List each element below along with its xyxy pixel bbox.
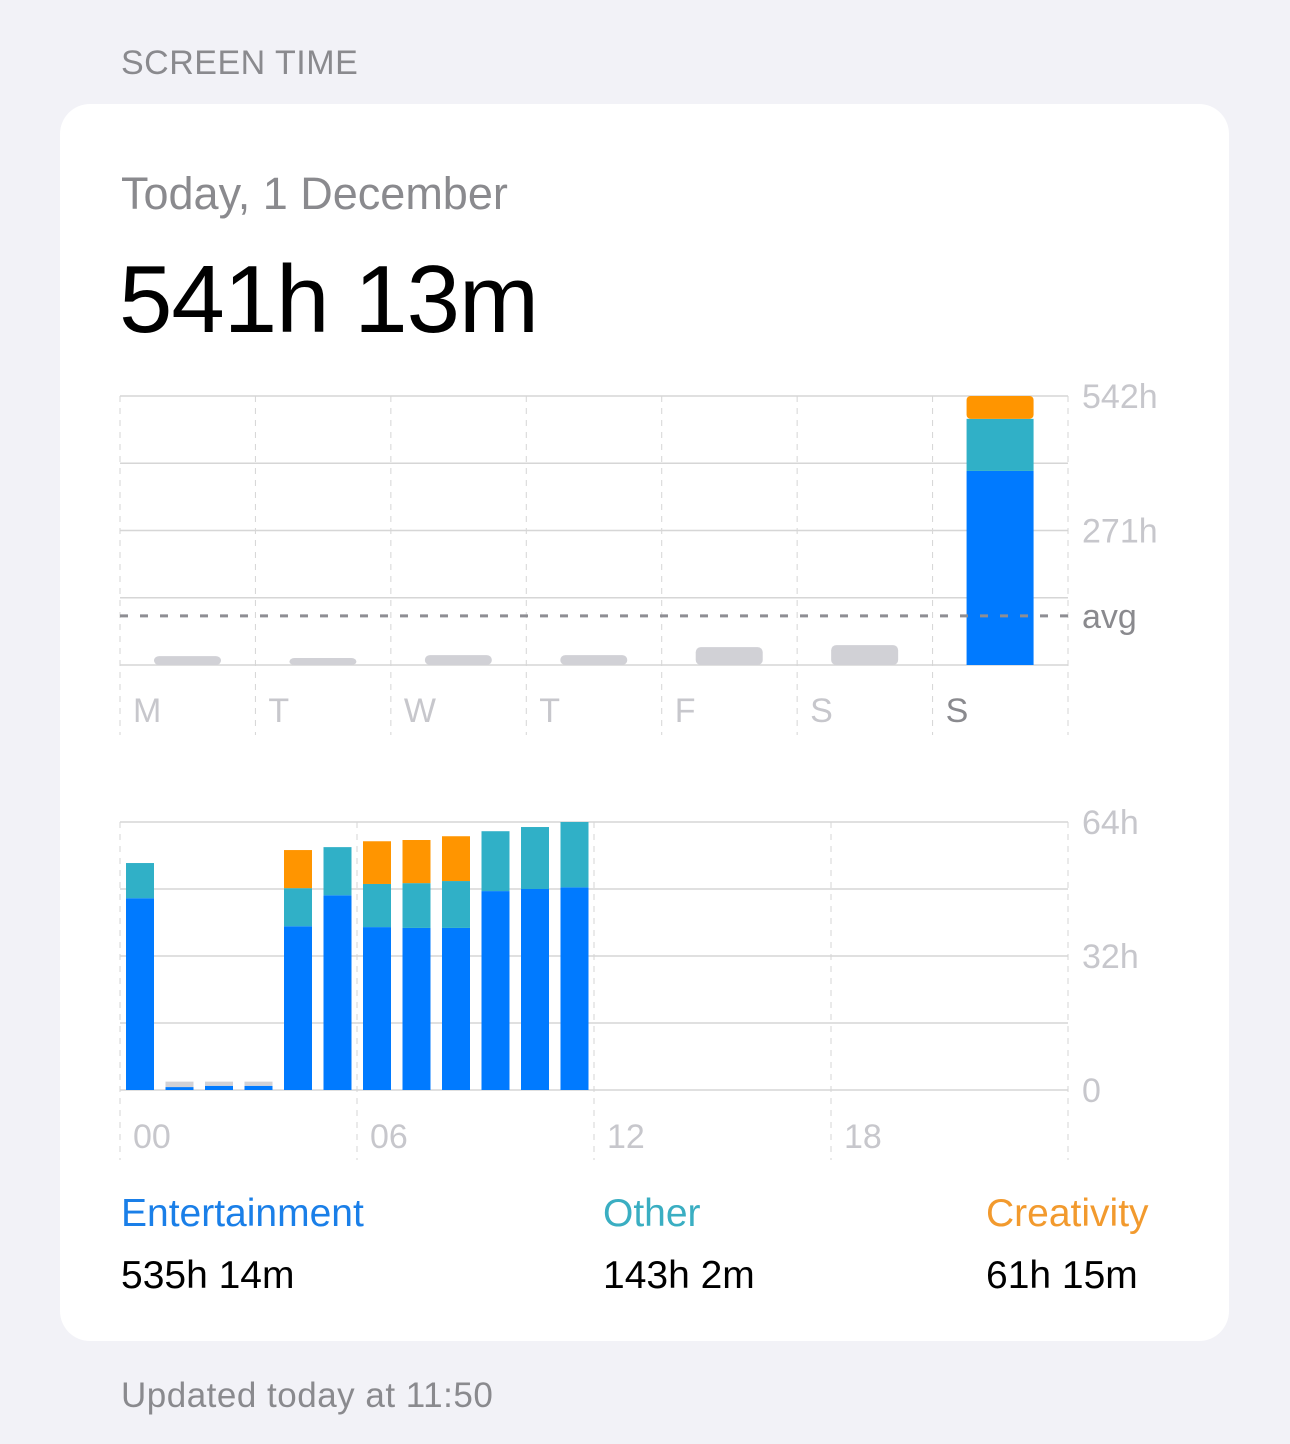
day-label: M [133, 692, 161, 730]
legend-label: Other [603, 1192, 701, 1235]
day-bar-5 [831, 645, 899, 665]
hour-label: 12 [607, 1118, 645, 1156]
day-label: F [675, 692, 696, 730]
hour-bar-other [284, 888, 312, 927]
y-tick-label: 32h [1082, 938, 1139, 976]
hour-bar-other [363, 883, 391, 928]
day-label: W [404, 692, 436, 730]
hour-label: 18 [844, 1118, 882, 1156]
hour-label: 00 [133, 1118, 171, 1156]
hour-bar-entertainment [402, 927, 431, 1090]
hour-bar-creativity [442, 836, 470, 882]
hour-bar-entertainment [284, 926, 312, 1090]
hour-bar-other [402, 883, 431, 928]
day-label: S [810, 692, 833, 730]
legend-label: Creativity [986, 1192, 1149, 1235]
hour-label: 06 [370, 1118, 408, 1156]
hour-bar-inactive [165, 1081, 194, 1088]
date-label: Today, 1 December [121, 168, 508, 219]
hour-bar-other [442, 881, 470, 928]
hour-bar-other [521, 827, 549, 889]
hour-bar-other [481, 831, 510, 892]
day-bar-entertainment [966, 470, 1034, 665]
day-bar-other [966, 418, 1034, 471]
hour-bar-entertainment [521, 889, 549, 1090]
hour-bar-entertainment [363, 927, 391, 1090]
legend-value: 535h 14m [121, 1254, 295, 1297]
y-tick-label: 0 [1082, 1072, 1101, 1110]
legend-value: 61h 15m [986, 1254, 1138, 1297]
day-label: S [946, 692, 969, 730]
hour-bar-entertainment [442, 927, 470, 1090]
total-time: 541h 13m [119, 246, 539, 353]
hour-bar-creativity [402, 840, 431, 884]
hour-bar-inactive [244, 1081, 273, 1086]
day-label: T [539, 692, 560, 730]
hour-bar-entertainment [560, 887, 589, 1090]
hour-bar-other [323, 847, 352, 896]
legend-entertainment[interactable]: Entertainment 535h 14m [121, 1192, 364, 1298]
legend-value: 143h 2m [603, 1254, 755, 1297]
hour-bar-other [126, 863, 154, 899]
hour-bar-entertainment [323, 895, 352, 1090]
section-title: SCREEN TIME [121, 44, 359, 82]
day-label: T [268, 692, 289, 730]
hour-bar-entertainment [165, 1087, 194, 1090]
legend-creativity[interactable]: Creativity 61h 15m [986, 1192, 1149, 1298]
hour-bar-inactive [205, 1081, 233, 1086]
hour-bar-creativity [363, 841, 391, 884]
legend-other[interactable]: Other 143h 2m [603, 1192, 755, 1298]
hour-bar-creativity [284, 850, 312, 889]
day-bar-creativity [966, 396, 1034, 419]
day-bar-0 [154, 656, 221, 665]
hour-bar-other [560, 822, 589, 888]
y-tick-label: 542h [1082, 378, 1158, 416]
updated-text: Updated today at 11:50 [121, 1376, 494, 1415]
screen-time-card[interactable] [60, 104, 1229, 1341]
hour-bar-entertainment [126, 898, 154, 1090]
y-tick-label: 64h [1082, 804, 1139, 842]
y-tick-label: 271h [1082, 513, 1158, 551]
hour-bar-entertainment [244, 1085, 273, 1090]
day-bar-4 [695, 647, 763, 665]
legend-label: Entertainment [121, 1192, 364, 1235]
hour-bar-entertainment [481, 891, 510, 1090]
day-bar-2 [424, 655, 492, 665]
day-bar-1 [289, 658, 357, 665]
average-label: avg [1082, 598, 1137, 636]
day-bar-3 [560, 655, 628, 665]
hour-bar-entertainment [205, 1085, 233, 1090]
